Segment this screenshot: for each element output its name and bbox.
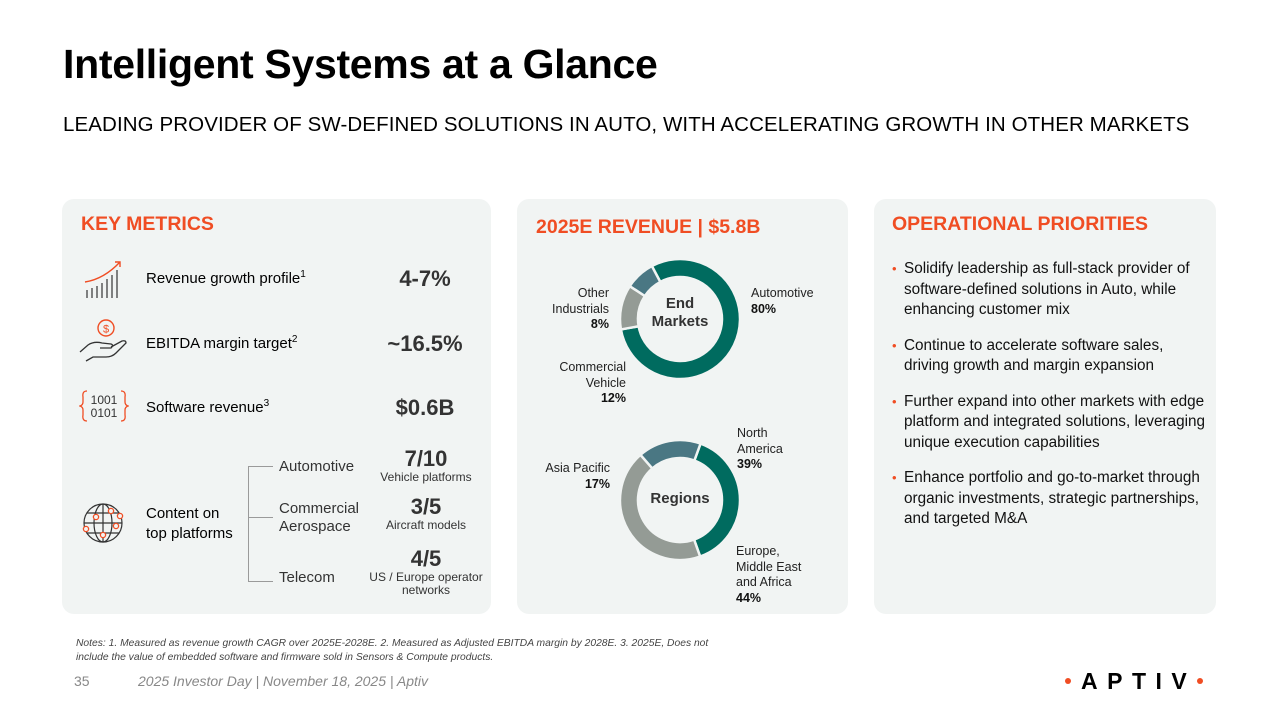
donut-slice-other-industrials xyxy=(628,264,662,298)
label-text: EBITDA margin target xyxy=(146,335,292,352)
label-value: 8% xyxy=(590,317,609,331)
label-line: Telecom xyxy=(279,569,335,586)
ebitda-margin-value: ~16.5% xyxy=(387,331,463,356)
binary-code-icon: 1001 0101 xyxy=(79,390,129,422)
key-metrics-title: KEY METRICS xyxy=(81,213,214,235)
donut-slice-asia-pacific xyxy=(638,438,703,471)
value-text: 7/10 xyxy=(404,446,448,471)
donut-slice-automotive xyxy=(619,257,742,381)
label-line: America xyxy=(737,441,783,456)
priority-item: Enhance portfolio and go-to-market throu… xyxy=(892,468,1210,530)
tree-connector xyxy=(248,581,273,582)
revenue-title: 2025E REVENUE | $5.8B xyxy=(536,216,761,238)
regions-center-label: Regions xyxy=(630,490,730,508)
value-text: 3/5 xyxy=(410,494,442,519)
footnote-marker: 2 xyxy=(291,334,298,345)
footnote-marker: 3 xyxy=(263,398,270,409)
emea-slice-label: Europe, Middle East and Africa 44% xyxy=(736,544,801,606)
aptiv-logo: APTIV xyxy=(1065,666,1204,696)
priorities-title: OPERATIONAL PRIORITIES xyxy=(892,213,1149,235)
label-line: Commercial xyxy=(279,500,360,517)
priority-item: Continue to accelerate software sales, d… xyxy=(892,336,1210,377)
label-value: 17% xyxy=(584,476,610,491)
svg-text:$: $ xyxy=(103,324,109,336)
caption-text: networks xyxy=(401,583,451,597)
logo-wordmark: APTIV xyxy=(1081,667,1197,694)
label-text: Revenue growth profile xyxy=(146,270,301,287)
center-line: End xyxy=(665,295,695,312)
tree-connector xyxy=(248,466,273,467)
globe-network-icon xyxy=(82,503,124,543)
hand-dollar-icon: $ xyxy=(79,319,127,362)
label-text: Software revenue xyxy=(146,399,264,416)
automotive-slice-label: Automotive 80% xyxy=(751,286,814,317)
label-line: Automotive xyxy=(751,286,814,300)
platform-telecom-label: Telecom xyxy=(279,569,335,587)
svg-text:0101: 0101 xyxy=(91,406,118,420)
commercial-vehicle-slice-label: Commercial Vehicle 12% xyxy=(517,360,626,407)
label-line: Industrials xyxy=(552,301,609,316)
caption-text: US / Europe operator xyxy=(369,570,483,584)
caption-text: Vehicle platforms xyxy=(380,470,472,484)
page-number: 35 xyxy=(74,673,90,689)
regions-donut xyxy=(618,438,742,562)
logo-dot-left xyxy=(1065,678,1071,684)
platforms-label: Content on top platforms xyxy=(146,504,233,544)
revenue-panel: 2025E REVENUE | $5.8B End Markets Automo… xyxy=(517,199,848,614)
label-line: Automotive xyxy=(279,458,355,475)
event-footer: 2025 Investor Day | November 18, 2025 | … xyxy=(138,673,429,689)
label-line: Aerospace xyxy=(279,518,351,535)
north-america-slice-label: North America 39% xyxy=(737,426,783,473)
label-line: Other xyxy=(577,286,609,300)
key-metrics-panel: KEY METRICS Revenue growth profile1 4-7%… xyxy=(62,199,491,614)
slide-subtitle: LEADING PROVIDER OF SW-DEFINED SOLUTIONS… xyxy=(63,113,1190,136)
label-line: Europe, xyxy=(736,544,780,558)
revenue-growth-label: Revenue growth profile1 xyxy=(146,269,306,287)
software-revenue-value: $0.6B xyxy=(395,395,455,420)
platform-automotive-value: 7/10 Vehicle platforms xyxy=(361,447,491,484)
priorities-panel: OPERATIONAL PRIORITIES Solidify leadersh… xyxy=(874,199,1216,614)
platform-aerospace-label: Commercial Aerospace xyxy=(279,500,359,536)
label-line: Commercial xyxy=(559,360,626,374)
center-line: Markets xyxy=(651,313,709,330)
other-industrials-slice-label: Other Industrials 8% xyxy=(517,286,609,333)
ebitda-margin-label: EBITDA margin target2 xyxy=(146,334,297,352)
label-line: top platforms xyxy=(146,525,233,542)
label-line: North xyxy=(737,426,768,440)
label-line: Vehicle xyxy=(585,375,626,390)
svg-text:1001: 1001 xyxy=(91,393,118,407)
software-revenue-label: Software revenue3 xyxy=(146,398,269,416)
platform-telecom-value: 4/5 US / Europe operator networks xyxy=(361,547,491,597)
logo-dot-right xyxy=(1197,678,1204,684)
center-line: Regions xyxy=(650,490,710,507)
caption-text: Aircraft models xyxy=(385,518,467,532)
asia-pacific-slice-label: Asia Pacific 17% xyxy=(517,461,610,492)
label-line: and Africa xyxy=(736,575,792,589)
platform-automotive-label: Automotive xyxy=(279,458,354,476)
end-markets-donut xyxy=(618,257,742,381)
priorities-list: Solidify leadership as full-stack provid… xyxy=(892,259,1210,545)
slide-title: Intelligent Systems at a Glance xyxy=(63,41,658,87)
label-line: Middle East xyxy=(736,559,802,574)
label-value: 44% xyxy=(736,590,762,605)
footnotes: Notes: 1. Measured as revenue growth CAG… xyxy=(76,638,709,663)
label-value: 39% xyxy=(737,457,763,471)
label-value: 12% xyxy=(600,391,626,405)
priority-item: Further expand into other markets with e… xyxy=(892,392,1210,454)
value-text: 4/5 xyxy=(410,546,442,571)
footnote-marker: 1 xyxy=(300,269,306,280)
revenue-growth-value: 4-7% xyxy=(399,266,451,291)
growth-chart-icon xyxy=(84,261,121,298)
label-value: 80% xyxy=(751,301,777,316)
platform-aerospace-value: 3/5 Aircraft models xyxy=(361,495,491,532)
tree-connector xyxy=(248,517,273,518)
priority-item: Solidify leadership as full-stack provid… xyxy=(892,259,1210,321)
label-line: Content on xyxy=(146,505,220,522)
tree-connector-vertical xyxy=(248,466,249,582)
end-markets-center-label: End Markets xyxy=(630,295,730,331)
label-line: Asia Pacific xyxy=(545,461,610,475)
